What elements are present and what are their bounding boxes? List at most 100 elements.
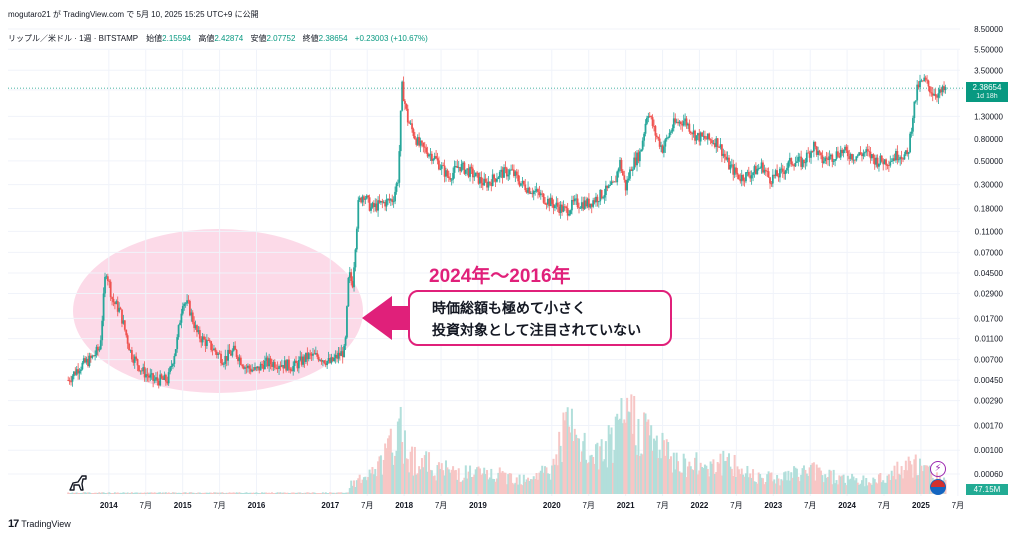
volume-bar [522,474,525,494]
x-tick-label: 2017 [321,501,339,510]
volume-bar [561,462,564,494]
candle-body [859,152,862,155]
volume-bar [671,472,674,494]
volume-bar [483,467,486,494]
volume-bar [234,493,237,494]
candle-body [92,355,95,357]
candle-body [423,146,426,148]
x-tick-label: 2020 [543,501,561,510]
volume-bar [610,427,613,494]
volume-bar [191,492,194,494]
candle-body [122,320,125,324]
candle-body [494,178,497,182]
volume-bar [545,467,548,494]
candle-body [549,197,552,207]
volume-bar [661,432,664,494]
volume-bar [667,442,670,494]
volume-bar [420,458,423,494]
candle-body [297,359,300,369]
volume-bar [406,459,409,494]
volume-bar [669,456,672,494]
candle-body [825,157,828,159]
volume-bar [832,469,835,494]
volume-bar [445,460,448,494]
x-tick-label: 2025 [912,501,930,510]
volume-bar [193,492,196,494]
volume-bar [331,492,334,494]
candle-body [464,169,467,174]
volume-bar [899,474,902,494]
candle-body [815,146,818,155]
candle-body [941,86,944,93]
volume-bar [259,493,262,494]
last-price-tag: 2.38654 1d 18h [966,82,1008,102]
candle-body [271,364,273,367]
volume-bar [897,473,900,494]
candle-body [425,147,428,153]
volume-bar [422,467,425,494]
candle-body [855,156,858,161]
volume-bar [408,472,411,494]
candle-body [610,181,613,185]
volume-bar [668,459,671,494]
candle-body [870,154,873,159]
volume-bar [756,483,759,494]
candle-body [374,203,377,208]
candle-body [524,184,527,191]
volume-bar [375,476,378,494]
volume-bar [723,461,726,494]
volume-bar [531,479,534,494]
us-flag-icon[interactable] [930,479,946,495]
candle-body [687,123,689,126]
candle-body [613,181,616,183]
candle-body [230,353,232,356]
volume-bar [766,474,769,494]
lightning-icon[interactable]: ⚡ [930,461,946,477]
candle-body [691,132,694,135]
volume-bar [108,492,111,494]
volume-bar [812,462,815,494]
volume-bar [914,454,917,494]
symbol-name[interactable]: リップル／米ドル · 1週 · BITSTAMP [8,34,138,43]
volume-bar [817,467,820,494]
candle-body [295,360,297,364]
volume-bar [711,463,714,494]
candle-body [288,359,290,369]
candle-body [824,157,827,162]
candle-body [604,185,607,195]
volume-bar [447,469,450,494]
volume-bar [750,477,753,494]
volume-bar [797,476,800,494]
candle-body [684,118,687,122]
volume-bar [279,492,282,494]
tradingview-logo[interactable]: 17 TradingView [8,518,71,530]
candle-body [232,345,235,351]
candle-body [381,201,384,203]
candle-body [416,137,419,145]
candle-body [606,185,609,188]
volume-bar [634,445,637,494]
volume-bar [221,492,224,494]
volume-bar [391,452,394,494]
candle-body [504,167,507,169]
volume-bar [849,478,852,494]
candle-body [895,151,897,161]
candle-body [858,152,861,156]
volume-bar [529,479,532,494]
candle-body [929,86,931,93]
volume-bar [336,492,339,494]
candle-body [286,359,289,371]
candle-body [756,168,759,175]
candle-body [592,200,595,207]
volume-bar [780,479,783,494]
candle-body [938,89,941,94]
y-tick-label: 0.11000 [975,227,1004,236]
candle-body [706,133,709,140]
candle-body [115,301,118,305]
candle-body [892,158,895,161]
candle-body [876,157,879,167]
volume-bar [753,481,756,494]
candle-body [921,80,924,82]
volume-bar [242,493,245,494]
volume-bar [644,413,647,494]
